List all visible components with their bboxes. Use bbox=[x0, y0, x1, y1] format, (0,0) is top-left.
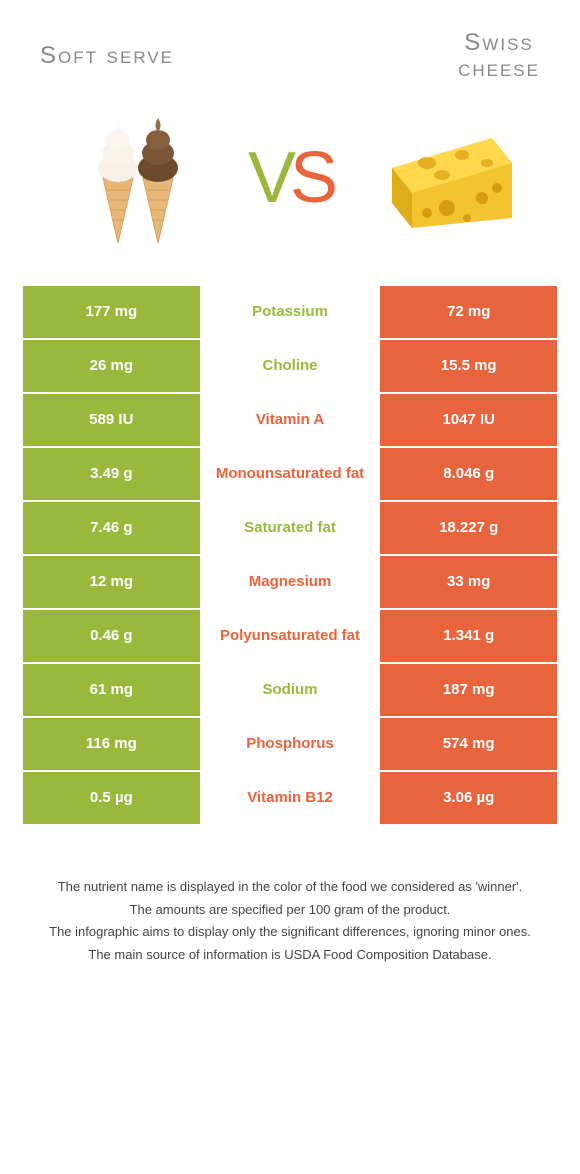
right-value: 3.06 µg bbox=[379, 771, 558, 825]
nutrient-label: Magnesium bbox=[201, 555, 380, 609]
right-title-line1: Swiss bbox=[464, 29, 533, 56]
right-value: 574 mg bbox=[379, 717, 558, 771]
left-value: 3.49 g bbox=[22, 447, 201, 501]
footer-line: The main source of information is USDA F… bbox=[30, 945, 550, 966]
table-row: 3.49 gMonounsaturated fat8.046 g bbox=[22, 447, 558, 501]
table-row: 12 mgMagnesium33 mg bbox=[22, 555, 558, 609]
table-row: 116 mgPhosphorus574 mg bbox=[22, 717, 558, 771]
table-row: 26 mgCholine15.5 mg bbox=[22, 339, 558, 393]
footer-notes: The nutrient name is displayed in the co… bbox=[0, 827, 580, 988]
right-value: 8.046 g bbox=[379, 447, 558, 501]
footer-line: The infographic aims to display only the… bbox=[30, 922, 550, 943]
left-value: 0.5 µg bbox=[22, 771, 201, 825]
left-food-title: Soft serve bbox=[40, 42, 174, 70]
header: Soft serve Swiss cheese bbox=[0, 0, 580, 93]
right-value: 72 mg bbox=[379, 285, 558, 339]
vs-v: V bbox=[248, 138, 290, 218]
table-row: 0.5 µgVitamin B123.06 µg bbox=[22, 771, 558, 825]
right-value: 33 mg bbox=[379, 555, 558, 609]
nutrient-label: Sodium bbox=[201, 663, 380, 717]
left-value: 116 mg bbox=[22, 717, 201, 771]
comparison-table: 177 mgPotassium72 mg26 mgCholine15.5 mg5… bbox=[20, 283, 560, 827]
table-row: 7.46 gSaturated fat18.227 g bbox=[22, 501, 558, 555]
nutrient-label: Potassium bbox=[201, 285, 380, 339]
right-value: 1047 IU bbox=[379, 393, 558, 447]
table-row: 177 mgPotassium72 mg bbox=[22, 285, 558, 339]
images-row: VS bbox=[0, 93, 580, 283]
nutrient-label: Polyunsaturated fat bbox=[201, 609, 380, 663]
left-value: 61 mg bbox=[22, 663, 201, 717]
nutrient-label: Choline bbox=[201, 339, 380, 393]
nutrient-label: Vitamin B12 bbox=[201, 771, 380, 825]
left-value: 177 mg bbox=[22, 285, 201, 339]
left-value: 12 mg bbox=[22, 555, 201, 609]
table-row: 589 IUVitamin A1047 IU bbox=[22, 393, 558, 447]
right-title-line2: cheese bbox=[458, 55, 540, 82]
left-value: 26 mg bbox=[22, 339, 201, 393]
right-food-title: Swiss cheese bbox=[458, 30, 540, 83]
right-value: 187 mg bbox=[379, 663, 558, 717]
right-value: 18.227 g bbox=[379, 501, 558, 555]
swiss-cheese-image bbox=[377, 103, 527, 253]
left-value: 0.46 g bbox=[22, 609, 201, 663]
soft-serve-image bbox=[53, 103, 203, 253]
left-value: 7.46 g bbox=[22, 501, 201, 555]
nutrient-label: Phosphorus bbox=[201, 717, 380, 771]
left-value: 589 IU bbox=[22, 393, 201, 447]
footer-line: The amounts are specified per 100 gram o… bbox=[30, 900, 550, 921]
vs-s: S bbox=[290, 138, 332, 218]
footer-line: The nutrient name is displayed in the co… bbox=[30, 877, 550, 898]
vs-label: VS bbox=[248, 137, 332, 219]
right-value: 15.5 mg bbox=[379, 339, 558, 393]
nutrient-label: Monounsaturated fat bbox=[201, 447, 380, 501]
nutrient-label: Vitamin A bbox=[201, 393, 380, 447]
right-value: 1.341 g bbox=[379, 609, 558, 663]
nutrient-label: Saturated fat bbox=[201, 501, 380, 555]
table-row: 0.46 gPolyunsaturated fat1.341 g bbox=[22, 609, 558, 663]
table-row: 61 mgSodium187 mg bbox=[22, 663, 558, 717]
